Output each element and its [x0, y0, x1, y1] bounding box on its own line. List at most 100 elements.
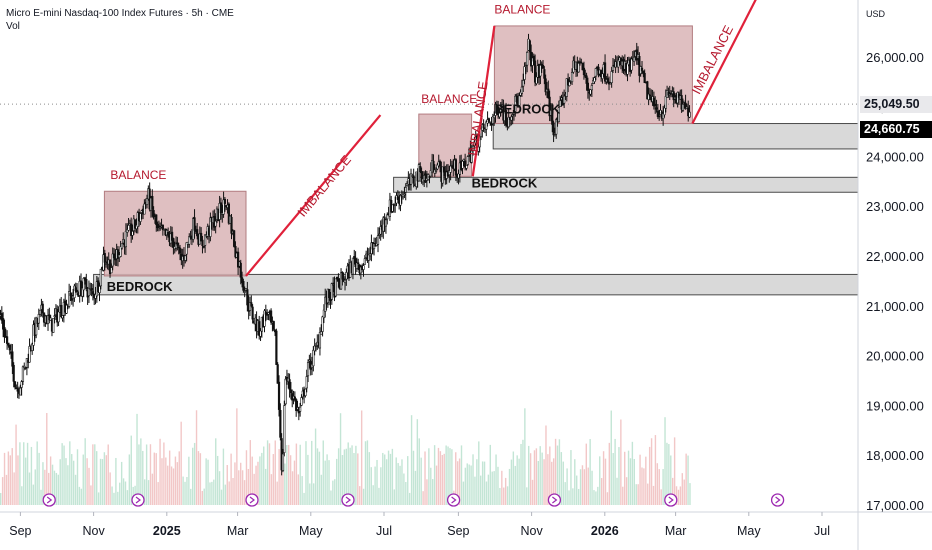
balance-label: BALANCE — [110, 168, 166, 182]
event-icon[interactable] — [131, 493, 145, 507]
volume-bar — [349, 447, 351, 505]
candle-body — [119, 246, 122, 257]
volume-bar — [107, 444, 109, 505]
volume-bar — [554, 438, 557, 505]
level-price-tag: 24,660.75 — [860, 121, 932, 138]
candle-body — [454, 159, 458, 176]
volume-bar — [124, 481, 127, 505]
candle-body — [21, 366, 25, 382]
volume-bar — [303, 492, 305, 505]
volume-bar — [53, 470, 56, 505]
volume-bar — [188, 456, 190, 505]
volume-bar — [69, 441, 71, 505]
volume-bar — [130, 435, 132, 505]
candle-body — [376, 235, 380, 245]
volume-label[interactable]: Vol — [6, 21, 20, 32]
volume-bar — [309, 483, 311, 505]
volume-bar — [376, 459, 378, 505]
candle-body — [318, 332, 322, 349]
volume-bar — [624, 451, 626, 505]
candle-body — [450, 163, 454, 166]
candle-body — [242, 280, 245, 291]
candle-body — [482, 123, 485, 129]
volume-bar — [591, 470, 593, 505]
candle-body — [251, 306, 254, 320]
candle-body — [662, 113, 665, 120]
volume-bar — [564, 482, 566, 505]
candle-body — [196, 229, 199, 237]
volume-bar — [604, 458, 607, 505]
volume-bar — [652, 485, 655, 505]
volume-bars — [0, 408, 691, 505]
volume-bar — [668, 444, 670, 505]
volume-bar — [59, 459, 61, 505]
candle-body — [384, 219, 388, 227]
volume-bar — [629, 458, 632, 505]
candle-body — [391, 204, 394, 212]
candle-body — [176, 242, 179, 246]
volume-bar — [416, 419, 419, 505]
event-icon[interactable] — [664, 493, 678, 507]
event-markers[interactable] — [42, 493, 785, 507]
volume-bar — [372, 485, 374, 505]
volume-bar — [562, 461, 564, 505]
volume-bar — [526, 487, 528, 505]
symbol-title[interactable]: Micro E-mini Nasdaq-100 Index Futures · … — [6, 8, 234, 19]
volume-bar — [190, 488, 192, 505]
volume-bar — [138, 444, 140, 505]
volume-bar — [26, 442, 29, 505]
volume-bar — [470, 465, 472, 505]
volume-bar — [266, 440, 269, 505]
event-icon[interactable] — [547, 493, 562, 507]
x-tick-label: Jul — [376, 524, 392, 538]
volume-bar — [677, 489, 680, 505]
volume-bar — [458, 458, 461, 505]
volume-bar — [161, 458, 163, 505]
candle-body — [403, 193, 406, 196]
candle-body — [351, 257, 355, 275]
chart-header: Micro E-mini Nasdaq-100 Index Futures · … — [6, 7, 234, 33]
volume-bar — [405, 481, 407, 505]
volume-bar — [631, 441, 634, 505]
candle-body — [12, 364, 15, 382]
candle-body — [20, 381, 23, 388]
volume-bar — [78, 486, 81, 505]
volume-bar — [7, 451, 10, 505]
volume-bar — [612, 453, 614, 505]
candle-body — [368, 253, 372, 257]
currency-label[interactable]: USD — [866, 9, 886, 19]
candle-body — [269, 310, 273, 323]
candle-body — [330, 283, 333, 300]
candle-body — [548, 96, 551, 117]
candle-body — [581, 62, 584, 71]
event-icon[interactable] — [770, 493, 785, 507]
volume-bar — [656, 463, 659, 505]
x-tick-label: Nov — [82, 524, 105, 538]
candle-body — [246, 289, 249, 306]
candle-body — [178, 247, 182, 254]
candle-body — [7, 342, 10, 346]
volume-bar — [516, 455, 518, 505]
y-tick-label: 23,000.00 — [866, 199, 924, 214]
volume-bar — [213, 479, 215, 505]
volume-bar — [82, 454, 84, 505]
volume-bar — [556, 445, 559, 505]
event-icon[interactable] — [446, 493, 461, 507]
volume-bar — [558, 439, 561, 505]
candle-body — [471, 145, 475, 151]
event-icon[interactable] — [341, 493, 355, 507]
event-icon[interactable] — [245, 493, 259, 507]
candle-body — [465, 165, 468, 169]
volume-bar — [426, 479, 428, 505]
volume-bar — [21, 486, 23, 505]
candle-body — [2, 318, 5, 330]
volume-bar — [278, 449, 280, 505]
volume-bar — [643, 468, 645, 505]
volume-bar — [192, 447, 194, 505]
candle-body — [429, 170, 432, 177]
volume-bar — [385, 459, 388, 505]
event-icon[interactable] — [42, 493, 56, 507]
volume-bar — [491, 471, 493, 505]
candle-body — [632, 56, 636, 63]
